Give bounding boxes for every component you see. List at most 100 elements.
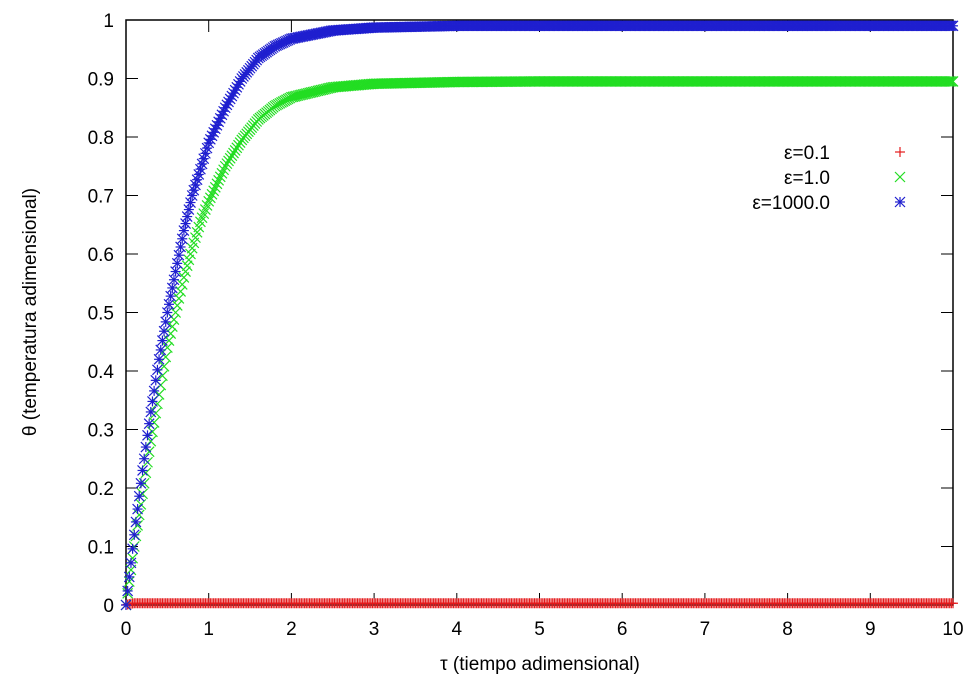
data-point <box>147 395 158 407</box>
data-point <box>133 490 145 502</box>
y-tick-label: 0.5 <box>88 304 114 325</box>
x-tick-label: 5 <box>534 619 545 640</box>
legend: ε=0.1 ε=1.0 ε=1000.0 <box>752 143 906 214</box>
x-tick-label: 9 <box>865 619 876 640</box>
data-point <box>160 351 172 363</box>
x-tick-label: 1 <box>203 619 214 640</box>
data-point <box>128 529 140 541</box>
data-point <box>221 158 233 170</box>
data-point <box>198 208 210 220</box>
data-point <box>945 76 957 87</box>
data-point <box>216 167 228 179</box>
data-point <box>203 195 215 207</box>
x-tick-label: 6 <box>617 619 628 640</box>
data-point <box>183 204 195 215</box>
data-point <box>153 353 165 365</box>
data-point <box>947 76 959 87</box>
data-point <box>234 137 246 148</box>
x-tick-label: 7 <box>700 619 711 640</box>
data-point <box>145 406 157 418</box>
data-point <box>127 543 139 555</box>
data-point <box>224 152 236 164</box>
x-tick-labels: 0 1 2 3 4 5 6 7 8 9 10 <box>121 619 964 640</box>
legend-marker <box>895 147 905 157</box>
data-point <box>199 204 211 215</box>
data-point <box>229 145 241 156</box>
y-tick-label: 0.6 <box>88 245 114 266</box>
data-point <box>135 477 147 489</box>
series-3 <box>120 20 959 611</box>
data-point <box>211 178 223 190</box>
data-point <box>132 503 144 515</box>
data-point <box>204 192 216 204</box>
y-tick-label: 0.7 <box>88 187 114 208</box>
data-point <box>195 216 206 228</box>
data-point <box>231 142 243 154</box>
series-1 <box>121 598 958 610</box>
data-point <box>155 344 167 356</box>
x-tick-label: 8 <box>782 619 793 640</box>
data-point <box>209 181 221 193</box>
data-point <box>214 171 226 183</box>
data-point <box>120 599 132 611</box>
data-point <box>178 225 190 237</box>
data-point <box>185 197 196 208</box>
y-tick-label: 0.2 <box>88 479 114 500</box>
data-point <box>140 441 152 453</box>
data-point <box>123 571 135 583</box>
data-point <box>176 233 188 245</box>
legend-label: ε=0.1 <box>784 143 830 164</box>
data-point <box>173 293 185 304</box>
x-tick-label: 3 <box>369 619 380 640</box>
data-point <box>148 385 160 397</box>
legend-marker <box>894 196 906 208</box>
y-tick-label: 0.1 <box>88 538 114 559</box>
data-point <box>206 188 218 200</box>
data-point <box>150 374 162 386</box>
y-tick-labels: 0 0.1 0.2 0.3 0.4 0.5 0.6 0.7 0.8 0.9 1 <box>88 11 115 617</box>
data-point <box>156 370 168 382</box>
data-point <box>130 516 142 528</box>
x-tick-label: 10 <box>942 619 963 640</box>
legend-marker <box>894 171 906 183</box>
data-point <box>196 212 208 224</box>
data-point <box>158 325 170 337</box>
series-layer <box>120 20 959 611</box>
y-tick-label: 1 <box>103 11 114 32</box>
data-point <box>138 453 150 465</box>
data-point <box>161 342 173 354</box>
data-point <box>122 585 134 597</box>
data-point <box>208 185 220 197</box>
data-point <box>142 429 153 441</box>
data-point <box>168 274 180 286</box>
data-point <box>125 557 137 569</box>
data-point <box>226 150 238 162</box>
data-point <box>181 211 193 222</box>
data-point <box>944 76 956 87</box>
data-point <box>160 316 172 328</box>
data-point <box>218 164 230 176</box>
data-point <box>156 335 168 347</box>
y-tick-label: 0.9 <box>88 70 114 91</box>
data-point <box>233 139 244 151</box>
x-tick-label: 2 <box>286 619 297 640</box>
x-tick-label: 0 <box>121 619 132 640</box>
axis-ticks <box>125 19 954 606</box>
series-2 <box>120 76 959 611</box>
data-point <box>170 266 182 277</box>
plot-frame <box>125 19 954 606</box>
data-point <box>170 307 182 318</box>
data-point <box>219 160 231 172</box>
data-point <box>166 321 178 332</box>
data-point <box>201 200 213 211</box>
data-point <box>942 76 954 87</box>
legend-label: ε=1000.0 <box>752 193 830 214</box>
y-tick-label: 0.8 <box>88 128 114 149</box>
data-point <box>948 598 958 609</box>
data-point <box>176 278 188 290</box>
data-point <box>180 218 191 230</box>
data-point <box>947 20 959 32</box>
x-tick-label: 4 <box>452 619 463 640</box>
y-tick-label: 0.4 <box>88 362 115 383</box>
